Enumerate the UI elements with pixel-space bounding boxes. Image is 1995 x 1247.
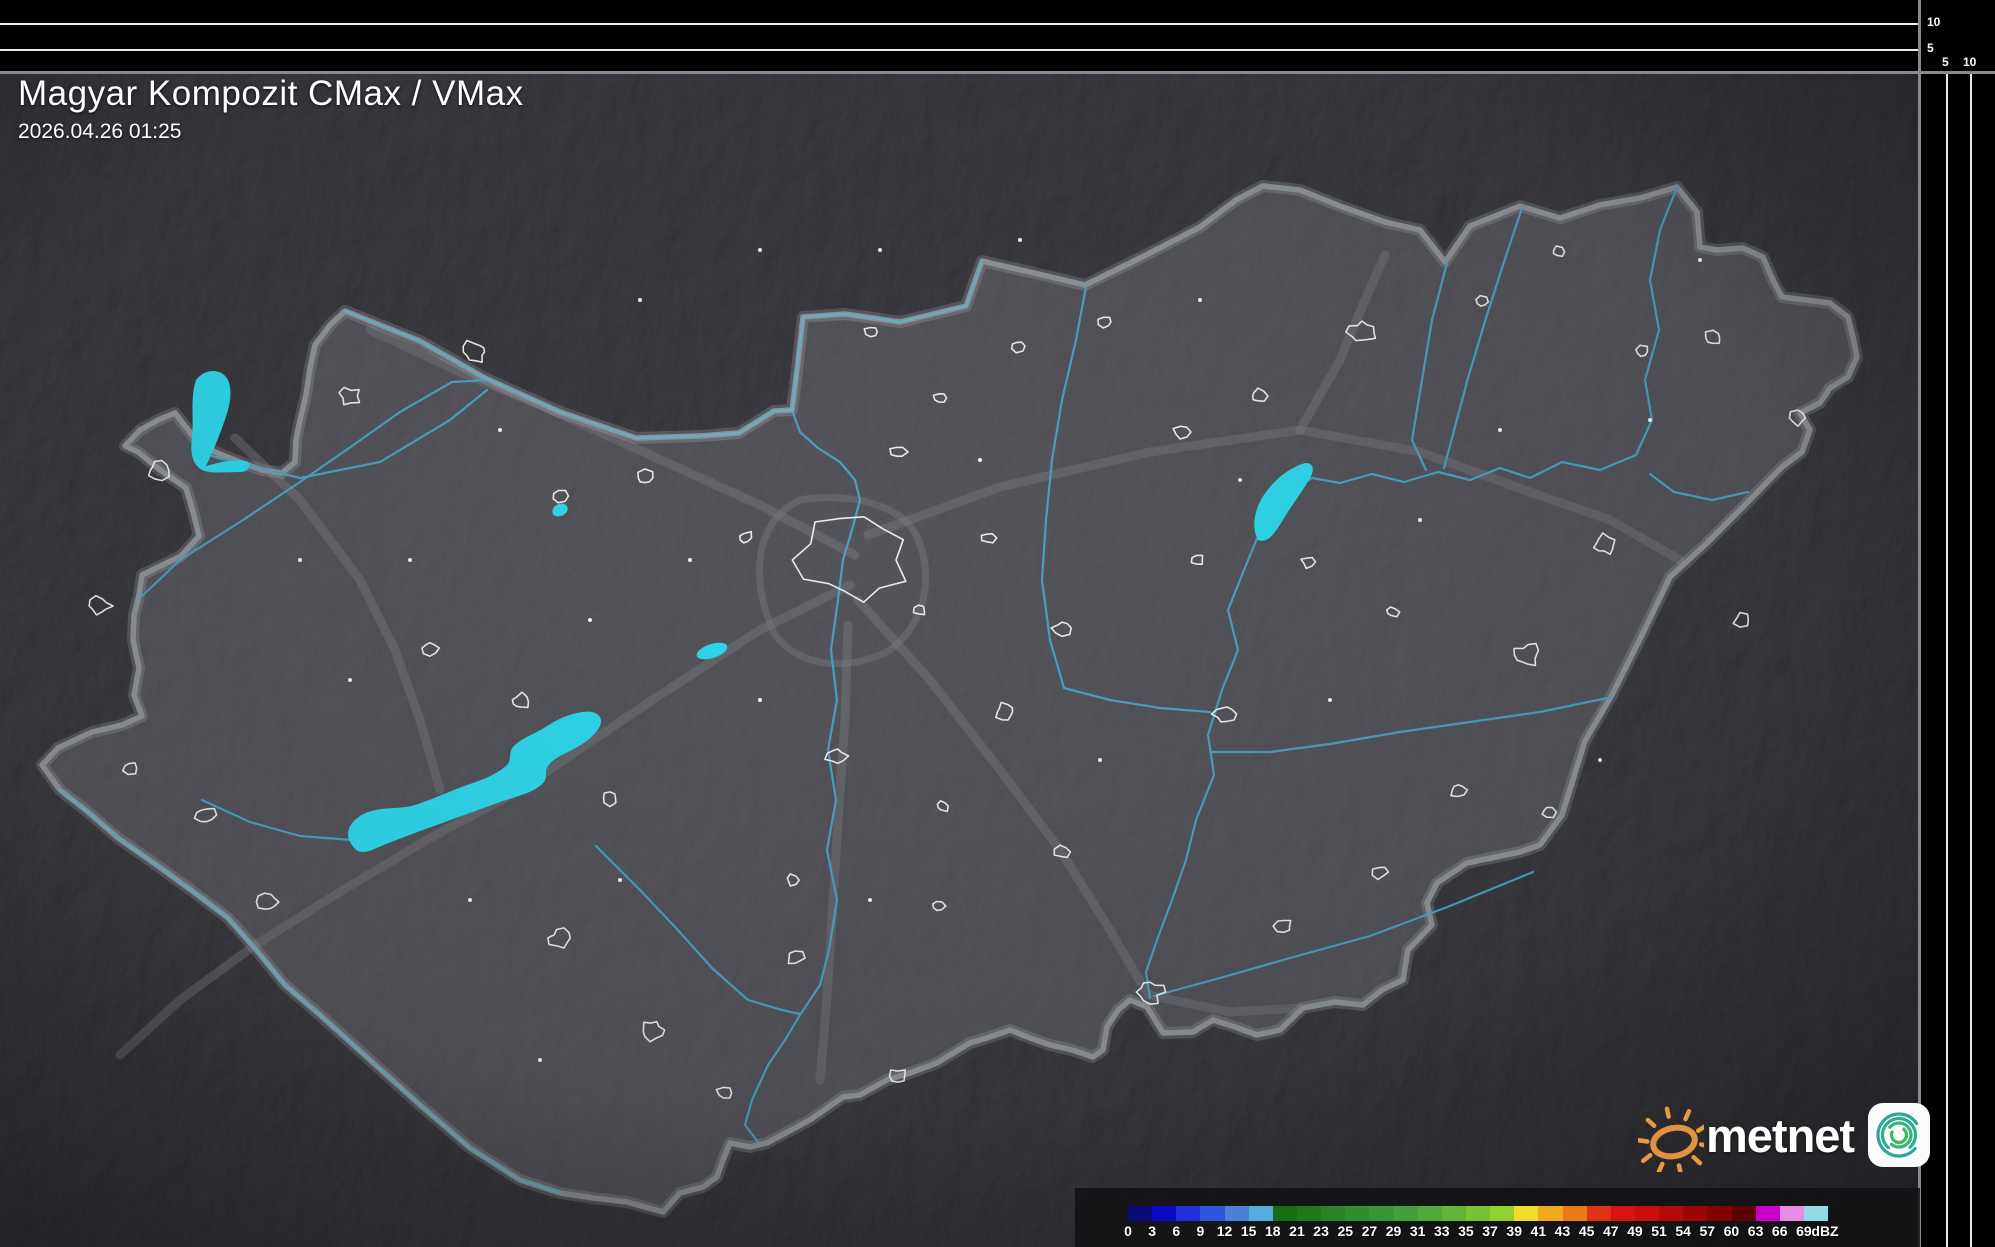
title-block: Magyar Kompozit CMax / VMax 2026.04.26 0… [18,74,524,144]
colorbar-swatch [1490,1206,1515,1221]
colorbar-swatch [1803,1206,1829,1221]
colorbar-unit: dBZ [1811,1223,1839,1239]
colorbar-swatch [1659,1206,1684,1221]
colorbar-tick-label: 18 [1265,1223,1281,1239]
colorbar-tick-label: 60 [1723,1223,1740,1239]
axis-tick-label-top-10: 10 [1927,15,1941,29]
colorbar-swatch [1417,1206,1442,1221]
colorbar-swatch [1296,1206,1322,1221]
colorbar-tick-label: 29 [1385,1223,1402,1239]
right-height-panel [1920,72,1995,1247]
sun-icon [1638,1106,1704,1172]
colorbar-tick-label: 57 [1699,1223,1716,1239]
colorbar-swatch [1731,1206,1756,1221]
height-grid-line-5km [0,49,1920,51]
axis-tick-label-right-10: 10 [1963,55,1977,69]
colorbar-tick-label: 41 [1530,1223,1547,1239]
height-grid-line-5 [1946,72,1948,1247]
axis-tick-label-right-5: 5 [1942,55,1949,69]
colorbar-swatch [1514,1206,1539,1221]
colorbar-swatch [1393,1206,1418,1221]
colorbar-swatch [1128,1206,1153,1221]
colorbar-tick-label: 12 [1216,1223,1233,1239]
timestamp: 2026.04.26 01:25 [18,120,182,143]
colorbar-tick-label: 63 [1747,1223,1764,1239]
colorbar-tick-label: 31 [1409,1223,1426,1239]
panel-separator-vertical [1918,0,1921,1247]
colorbar-tick-label: 49 [1627,1223,1643,1239]
colorbar-tick-label: 6 [1172,1223,1181,1239]
colorbar-labels: dBZ 0 3 6 9 12 15 18 21 23 25 27 29 31 33 35 37 39 41 43 45… [1124,1223,1918,1241]
colorbar-swatch [1369,1206,1394,1221]
colorbar-tick-label: 37 [1482,1223,1498,1239]
colorbar-swatch [1755,1206,1780,1221]
colorbar-swatch [1200,1206,1225,1221]
colorbar-swatch [1224,1206,1249,1221]
colorbar-tick-label: 21 [1289,1223,1305,1239]
colorbar-tick-label: 47 [1602,1223,1619,1239]
colorbar-swatch [1441,1206,1466,1221]
colorbar: dBZ 0 3 6 9 12 15 18 21 23 25 27 29 31 33 35 37 39 41 43 45… [1075,1188,1920,1247]
colorbar-swatch [1345,1206,1370,1221]
scale-corner [1920,0,1995,72]
colorbar-swatch [1465,1206,1491,1221]
page-title: Magyar Kompozit CMax / VMax [18,74,524,113]
colorbar-tick-label: 51 [1651,1223,1667,1239]
colorbar-swatch [1321,1206,1346,1221]
colorbar-tick-label: 69 [1796,1223,1812,1239]
colorbar-swatch [1610,1206,1635,1221]
colorbar-swatch [1562,1206,1587,1221]
colorbar-tick-label: 27 [1361,1223,1378,1239]
colorbar-tick-label: 54 [1675,1223,1691,1239]
top-height-panel [0,0,1920,72]
colorbar-tick-label: 43 [1554,1223,1571,1239]
colorbar-tick-label: 25 [1337,1223,1354,1239]
colorbar-swatch [1538,1206,1563,1221]
colorbar-swatches [1128,1206,1829,1221]
colorbar-swatch [1152,1206,1177,1221]
metnet-app-icon [1868,1103,1931,1167]
metnet-wordmark: metnet [1706,1108,1855,1162]
colorbar-tick-label: 15 [1240,1223,1257,1239]
colorbar-tick-label: 39 [1506,1223,1522,1239]
colorbar-swatch [1248,1206,1273,1221]
colorbar-swatch [1176,1206,1201,1221]
colorbar-swatch [1586,1206,1611,1221]
colorbar-tick-label: 0 [1124,1223,1132,1239]
colorbar-tick-label: 3 [1148,1223,1157,1239]
height-grid-line-10km [0,23,1920,25]
colorbar-swatch [1634,1206,1660,1221]
colorbar-swatch [1272,1206,1297,1221]
colorbar-tick-label: 45 [1578,1223,1595,1239]
axis-tick-label-top-5: 5 [1927,41,1934,55]
panel-separator-horizontal [0,71,1995,74]
colorbar-swatch [1779,1206,1804,1221]
vignette [0,72,1920,1247]
colorbar-tick-label: 33 [1433,1223,1450,1239]
height-grid-line-10 [1970,72,1972,1247]
colorbar-tick-label: 66 [1771,1223,1788,1239]
colorbar-tick-label: 35 [1458,1223,1474,1239]
colorbar-tick-label: 9 [1196,1223,1205,1239]
metnet-logo: metnet [1638,1098,1932,1172]
colorbar-swatch [1707,1206,1732,1221]
colorbar-tick-label: 23 [1313,1223,1329,1239]
colorbar-swatch [1683,1206,1708,1221]
